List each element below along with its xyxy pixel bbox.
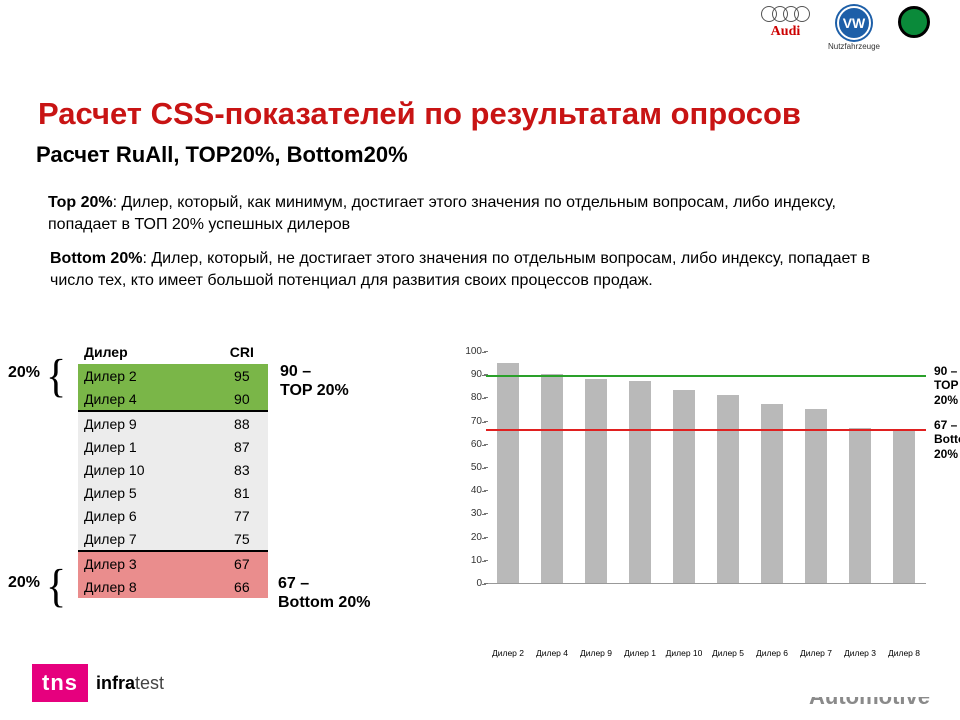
chart-ytick: 20: [460, 532, 482, 543]
chart-ytick: 40: [460, 485, 482, 496]
chart-ytick: 90: [460, 369, 482, 380]
automotive-wordmark: Automotive: [809, 684, 930, 710]
chart-xlabel: Дилер 10: [662, 648, 706, 658]
chart-bar: [585, 379, 607, 583]
chart-threshold-line: [486, 429, 926, 431]
audi-wordmark: Audi: [771, 24, 801, 40]
chart-bar: [761, 404, 783, 583]
table-cell-dealer: Дилер 5: [78, 481, 216, 504]
table-cell-cri: 95: [216, 364, 268, 387]
chart-threshold-line: [486, 375, 926, 377]
table-row: Дилер 490: [78, 387, 268, 411]
tns-infratest: infratest: [96, 673, 164, 694]
brand-logos: Audi VW Nutzfahrzeuge: [761, 6, 930, 51]
chart-xlabel: Дилер 2: [486, 648, 530, 658]
paragraph-top20-text: : Дилер, который, как минимум, достигает…: [48, 194, 836, 233]
table-cell-dealer: Дилер 4: [78, 387, 216, 411]
chart-bar: [893, 430, 915, 583]
table-cell-dealer: Дилер 3: [78, 551, 216, 575]
table-row: Дилер 367: [78, 551, 268, 575]
paragraph-bottom20: Bottom 20%: Дилер, который, не достигает…: [50, 248, 890, 291]
chart-xlabel: Дилер 4: [530, 648, 574, 658]
table-cell-cri: 67: [216, 551, 268, 575]
skoda-roundel-icon: [898, 6, 930, 38]
chart-bar: [849, 428, 871, 583]
table-row: Дилер 187: [78, 435, 268, 458]
table-cell-cri: 90: [216, 387, 268, 411]
chart-ytick: 100: [460, 346, 482, 357]
table-cell-cri: 66: [216, 575, 268, 598]
vw-subtext: Nutzfahrzeuge: [828, 42, 880, 51]
skoda-logo: [898, 6, 930, 38]
table-row: Дилер 677: [78, 504, 268, 527]
table-cell-dealer: Дилер 8: [78, 575, 216, 598]
table-row: Дилер 866: [78, 575, 268, 598]
cri-bar-chart: 90 –TOP 20% 67 –Bottom 20% 0102030405060…: [430, 352, 940, 622]
paragraph-top20-label: Top 20%: [48, 194, 113, 211]
callout-top20: 90 –TOP 20%: [280, 362, 349, 400]
tns-box: tns: [32, 664, 88, 702]
table-row: Дилер 988: [78, 411, 268, 435]
chart-bar: [497, 363, 519, 583]
chart-xlabel: Дилер 6: [750, 648, 794, 658]
brace-top-icon: {: [46, 354, 66, 400]
table-cell-cri: 87: [216, 435, 268, 458]
table-row: Дилер 295: [78, 364, 268, 387]
table-cell-dealer: Дилер 10: [78, 458, 216, 481]
dealer-table: Дилер CRI Дилер 295Дилер 490Дилер 988Дил…: [78, 340, 268, 598]
chart-xlabel: Дилер 9: [574, 648, 618, 658]
chart-ytick: 80: [460, 392, 482, 403]
audi-logo: Audi: [761, 6, 810, 40]
callout-bottom20: 67 –Bottom 20%: [278, 574, 370, 612]
table-cell-cri: 77: [216, 504, 268, 527]
table-cell-dealer: Дилер 6: [78, 504, 216, 527]
page-subtitle: Расчет RuAll, TOP20%, Bottom20%: [36, 142, 408, 168]
table-cell-cri: 81: [216, 481, 268, 504]
chart-ytick: 30: [460, 508, 482, 519]
table-cell-cri: 88: [216, 411, 268, 435]
table-cell-cri: 83: [216, 458, 268, 481]
chart-ytick: 10: [460, 555, 482, 566]
table-header-cri: CRI: [216, 340, 268, 364]
chart-bar: [629, 381, 651, 583]
chart-bar: [673, 390, 695, 583]
chart-ytick: 0: [460, 578, 482, 589]
chart-ytick: 60: [460, 439, 482, 450]
chart-ytick: 70: [460, 416, 482, 427]
table-cell-dealer: Дилер 9: [78, 411, 216, 435]
table-row: Дилер 581: [78, 481, 268, 504]
paragraph-top20: Top 20%: Дилер, который, как минимум, до…: [48, 192, 868, 235]
chart-xlabel: Дилер 3: [838, 648, 882, 658]
chart-bar: [717, 395, 739, 583]
paragraph-bottom20-label: Bottom 20%: [50, 250, 142, 267]
bottom-percent-label: 20%: [8, 574, 40, 592]
chart-xlabel: Дилер 1: [618, 648, 662, 658]
chart-ytick: 50: [460, 462, 482, 473]
chart-annot-top20: 90 –TOP 20%: [934, 364, 958, 407]
table-cell-dealer: Дилер 7: [78, 527, 216, 551]
table-row: Дилер 1083: [78, 458, 268, 481]
chart-annot-bottom20: 67 –Bottom 20%: [934, 418, 960, 461]
chart-xlabel: Дилер 8: [882, 648, 926, 658]
chart-bar: [541, 374, 563, 583]
tns-logo: tns infratest: [32, 664, 164, 702]
table-cell-dealer: Дилер 2: [78, 364, 216, 387]
vw-logo: VW Nutzfahrzeuge: [828, 6, 880, 51]
table-cell-dealer: Дилер 1: [78, 435, 216, 458]
table-row: Дилер 775: [78, 527, 268, 551]
vw-roundel-icon: VW: [837, 6, 871, 40]
page-title: Расчет CSS-показателей по результатам оп…: [38, 96, 801, 132]
brace-bottom-icon: {: [46, 564, 66, 610]
chart-bar: [805, 409, 827, 583]
chart-xlabel: Дилер 7: [794, 648, 838, 658]
table-cell-cri: 75: [216, 527, 268, 551]
audi-rings-icon: [761, 6, 810, 22]
table-header-dealer: Дилер: [78, 340, 216, 364]
chart-xlabel: Дилер 5: [706, 648, 750, 658]
top-percent-label: 20%: [8, 364, 40, 382]
paragraph-bottom20-text: : Дилер, который, не достигает этого зна…: [50, 250, 870, 289]
